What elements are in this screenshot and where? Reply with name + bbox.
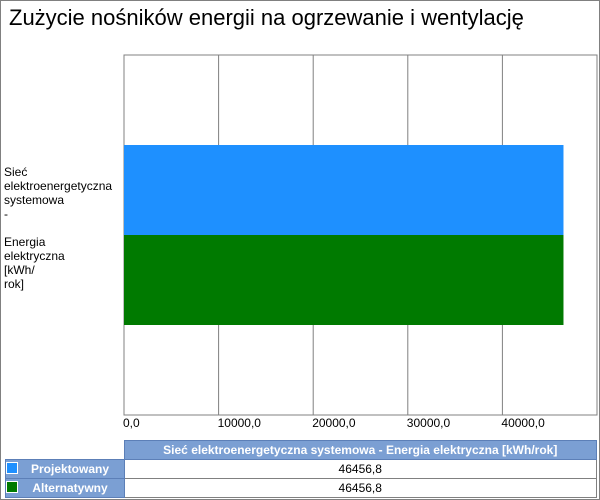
bar-projektowany — [124, 145, 564, 235]
table-row: Alternatywny 46456,8 — [5, 478, 597, 498]
table-cell-value: 46456,8 — [123, 478, 597, 498]
category-label: Sieć elektroenergetyczna systemowa - Ene… — [4, 165, 113, 291]
plot-area: 0,0 10000,0 20000,0 30000,0 40000,0 — [123, 54, 598, 430]
data-table: Sieć elektroenergetyczna systemowa - Ene… — [5, 440, 597, 498]
table-column-header: Sieć elektroenergetyczna systemowa - Ene… — [123, 440, 597, 460]
x-tick-label: 40000,0 — [501, 416, 545, 430]
x-tick-label: 0,0 — [123, 416, 140, 430]
chart-title: Zużycie nośników energii na ogrzewanie i… — [9, 5, 524, 30]
table-row: Projektowany 46456,8 — [5, 459, 597, 479]
table-corner — [5, 440, 124, 460]
legend-swatch-projektowany — [6, 462, 18, 474]
legend-label: Alternatywny — [32, 481, 108, 495]
table-row-header: Alternatywny — [5, 478, 125, 498]
x-tick-label: 10000,0 — [218, 416, 262, 430]
x-tick-label: 20000,0 — [312, 416, 356, 430]
legend-label: Projektowany — [30, 462, 110, 476]
legend-swatch-alternatywny — [6, 481, 18, 493]
table-row-header: Projektowany — [5, 459, 125, 479]
x-tick-label: 30000,0 — [407, 416, 451, 430]
table-cell-value: 46456,8 — [123, 459, 597, 479]
bar-chart: 0,0 10000,0 20000,0 30000,0 40000,0 — [123, 54, 598, 430]
bar-alternatywny — [124, 235, 564, 325]
